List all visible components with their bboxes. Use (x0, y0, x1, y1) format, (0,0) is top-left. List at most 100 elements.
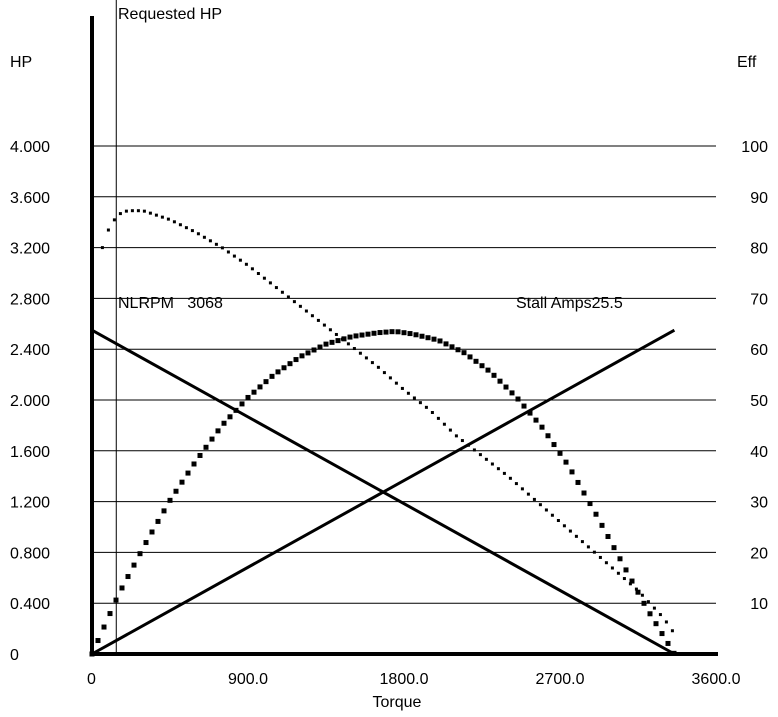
hp-dot (401, 330, 407, 336)
efficiency-dot (142, 209, 146, 213)
efficiency-dot (316, 318, 320, 322)
hp-dot (503, 384, 509, 390)
hp-dot (101, 624, 107, 630)
hp-dot (665, 640, 671, 646)
hp-dot (527, 410, 533, 416)
hp-dot (95, 638, 101, 644)
efficiency-dot (502, 471, 506, 475)
hp-dot (443, 341, 449, 347)
hp-dot (131, 562, 137, 568)
efficiency-dot (196, 232, 200, 236)
hp-dot (575, 479, 581, 485)
efficiency-dot (214, 242, 218, 246)
efficiency-dot (412, 396, 416, 400)
efficiency-dot (340, 337, 344, 341)
efficiency-dot (292, 300, 296, 304)
efficiency-dot (118, 212, 122, 216)
efficiency-dot (226, 250, 230, 254)
hp-dot (179, 479, 185, 485)
hp-dot (341, 336, 347, 342)
hp-dot (389, 329, 395, 335)
efficiency-dot (454, 434, 458, 438)
hp-dot (377, 330, 383, 336)
efficiency-dot (586, 545, 590, 549)
efficiency-dot (478, 453, 482, 457)
efficiency-dot (526, 492, 530, 496)
hp-dot (197, 452, 203, 458)
hp-dot (641, 600, 647, 606)
efficiency-dot (520, 487, 524, 491)
hp-dot (287, 361, 293, 367)
efficiency-dot (460, 439, 464, 443)
efficiency-dot (262, 276, 266, 280)
hp-dot (209, 436, 215, 442)
efficiency-dot (250, 267, 254, 271)
efficiency-dot (616, 571, 620, 575)
efficiency-dot (466, 443, 470, 447)
efficiency-dot (304, 309, 308, 313)
efficiency-dot (358, 351, 362, 355)
efficiency-dot (154, 213, 158, 217)
hp-dot (419, 333, 425, 339)
hp-dot (293, 357, 299, 363)
hp-dot (479, 363, 485, 369)
efficiency-dot (394, 381, 398, 385)
y-left-tick-label: 1.600 (10, 444, 50, 461)
hp-dot (635, 589, 641, 595)
hp-dot (353, 333, 359, 339)
hp-dot (611, 545, 617, 551)
hp-dot (347, 334, 353, 340)
hp-dot (413, 332, 419, 338)
efficiency-dot (244, 262, 248, 266)
hp-dot (281, 365, 287, 371)
x-tick-label: 2700.0 (536, 671, 585, 688)
efficiency-dot (106, 228, 110, 232)
hp-dot (263, 379, 269, 385)
efficiency-dot (406, 391, 410, 395)
hp-dot (185, 470, 191, 476)
y-left-tick-label: 3.600 (10, 190, 50, 207)
axes (90, 0, 718, 656)
hp-dot (299, 353, 305, 359)
hp-dot (449, 344, 455, 350)
hp-dot (581, 490, 587, 496)
hp-dot (305, 350, 311, 356)
efficiency-dot (514, 482, 518, 486)
efficiency-dot (328, 328, 332, 332)
hp-dot (161, 508, 167, 514)
efficiency-dot (388, 376, 392, 380)
efficiency-dot (448, 428, 452, 432)
series-line (91, 328, 676, 656)
y-right-tick-label: 60 (750, 342, 768, 359)
hp-dot (491, 372, 497, 378)
hp-dot (227, 414, 233, 420)
efficiency-dot (124, 209, 128, 213)
efficiency-dot (568, 529, 572, 533)
efficiency-dot (178, 223, 182, 227)
hp-dot (233, 407, 239, 413)
hp-dot (515, 396, 521, 402)
efficiency-dot (544, 508, 548, 512)
hp-dot (647, 611, 653, 617)
efficiency-dot (274, 286, 278, 290)
hp-dot (437, 338, 443, 344)
efficiency-dot (664, 620, 668, 624)
y-left-tick-label: 3.200 (10, 241, 50, 258)
y-left-tick-label: 0.400 (10, 596, 50, 613)
hp-dot (593, 511, 599, 517)
hp-dot (137, 551, 143, 557)
efficiency-dot (256, 272, 260, 276)
hp-dot (629, 578, 635, 584)
hp-dot (359, 332, 365, 338)
efficiency-dot (634, 587, 638, 591)
y-right-tick-label: 10 (750, 596, 768, 613)
nlrpm-label: NLRPM 3068 (118, 295, 223, 312)
hp-dot (497, 378, 503, 384)
hp-dot (551, 442, 557, 448)
efficiency-dot (556, 519, 560, 523)
hp-dot (311, 347, 317, 353)
hp-dot (329, 339, 335, 345)
hp-dot (485, 367, 491, 373)
x-tick-label: 3600.0 (692, 671, 741, 688)
efficiency-dot (112, 218, 116, 222)
